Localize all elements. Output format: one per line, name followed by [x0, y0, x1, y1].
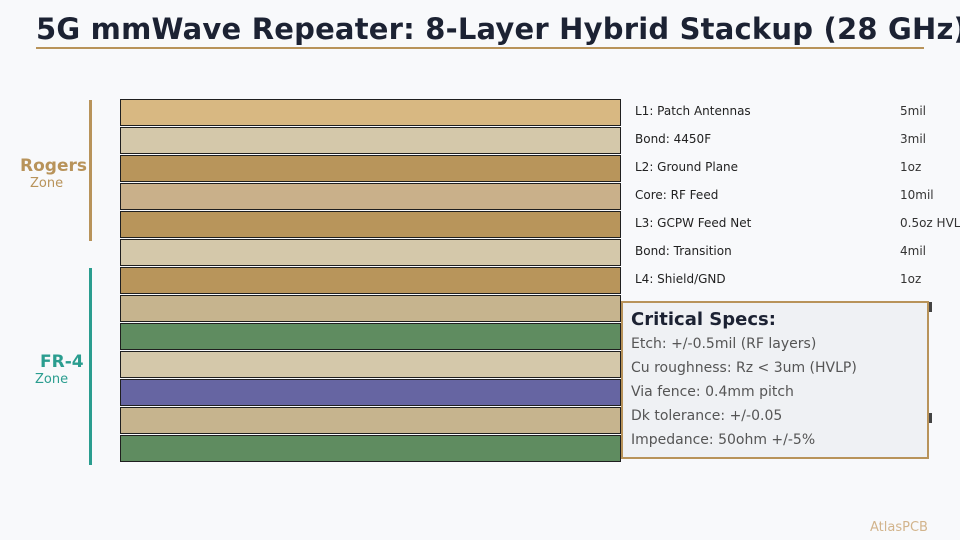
spec-line: Impedance: 50ohm +/-5% [631, 432, 816, 448]
fr4-zone-bar [89, 268, 92, 465]
layer-thickness: 5mil [900, 104, 926, 118]
spec-line: Via fence: 0.4mm pitch [631, 384, 794, 400]
rogers-zone-bar [89, 100, 92, 241]
specs-title: Critical Specs: [631, 309, 776, 330]
layer-label: Bond: 4450F [635, 132, 712, 146]
layer-thickness: 1oz [900, 160, 922, 174]
layer-label: Core: RF Feed [635, 188, 719, 202]
layer-thickness: 0.5oz HVLP [900, 216, 960, 230]
spec-line: Dk tolerance: +/-0.05 [631, 408, 783, 424]
stack-layer [120, 435, 621, 462]
fr4-zone-name: FR-4 [40, 352, 84, 372]
stack-layer [120, 211, 621, 238]
critical-specs-panel: Critical Specs: Etch: +/-0.5mil (RF laye… [621, 301, 929, 459]
stack-layer [120, 407, 621, 434]
page-title: 5G mmWave Repeater: 8-Layer Hybrid Stack… [36, 12, 960, 46]
stack-layer [120, 239, 621, 266]
stack-layer [120, 267, 621, 294]
stack-layer [120, 155, 621, 182]
marker-tick [929, 302, 932, 312]
brand-watermark: AtlasPCB [870, 520, 928, 535]
stack-layer [120, 351, 621, 378]
stack-layer [120, 379, 621, 406]
marker-tick [929, 413, 932, 423]
title-underline [36, 47, 924, 49]
stack-layer [120, 183, 621, 210]
layer-thickness: 10mil [900, 188, 934, 202]
stack-layer [120, 127, 621, 154]
spec-line: Etch: +/-0.5mil (RF layers) [631, 336, 817, 352]
layer-label: L4: Shield/GND [635, 272, 726, 286]
spec-line: Cu roughness: Rz < 3um (HVLP) [631, 360, 857, 376]
layer-label: L2: Ground Plane [635, 160, 739, 174]
layer-thickness: 4mil [900, 244, 926, 258]
layer-thickness: 3mil [900, 132, 926, 146]
stack-layer [120, 295, 621, 322]
layer-label: L3: GCPW Feed Net [635, 216, 752, 230]
layer-thickness: 1oz [900, 272, 922, 286]
fr4-zone-sub: Zone [35, 372, 69, 387]
rogers-zone-sub: Zone [30, 176, 64, 191]
rogers-zone-name: Rogers [20, 156, 87, 176]
layer-label: L1: Patch Antennas [635, 104, 751, 118]
layer-label: Bond: Transition [635, 244, 732, 258]
stack-layer [120, 99, 621, 126]
stack-layer [120, 323, 621, 350]
